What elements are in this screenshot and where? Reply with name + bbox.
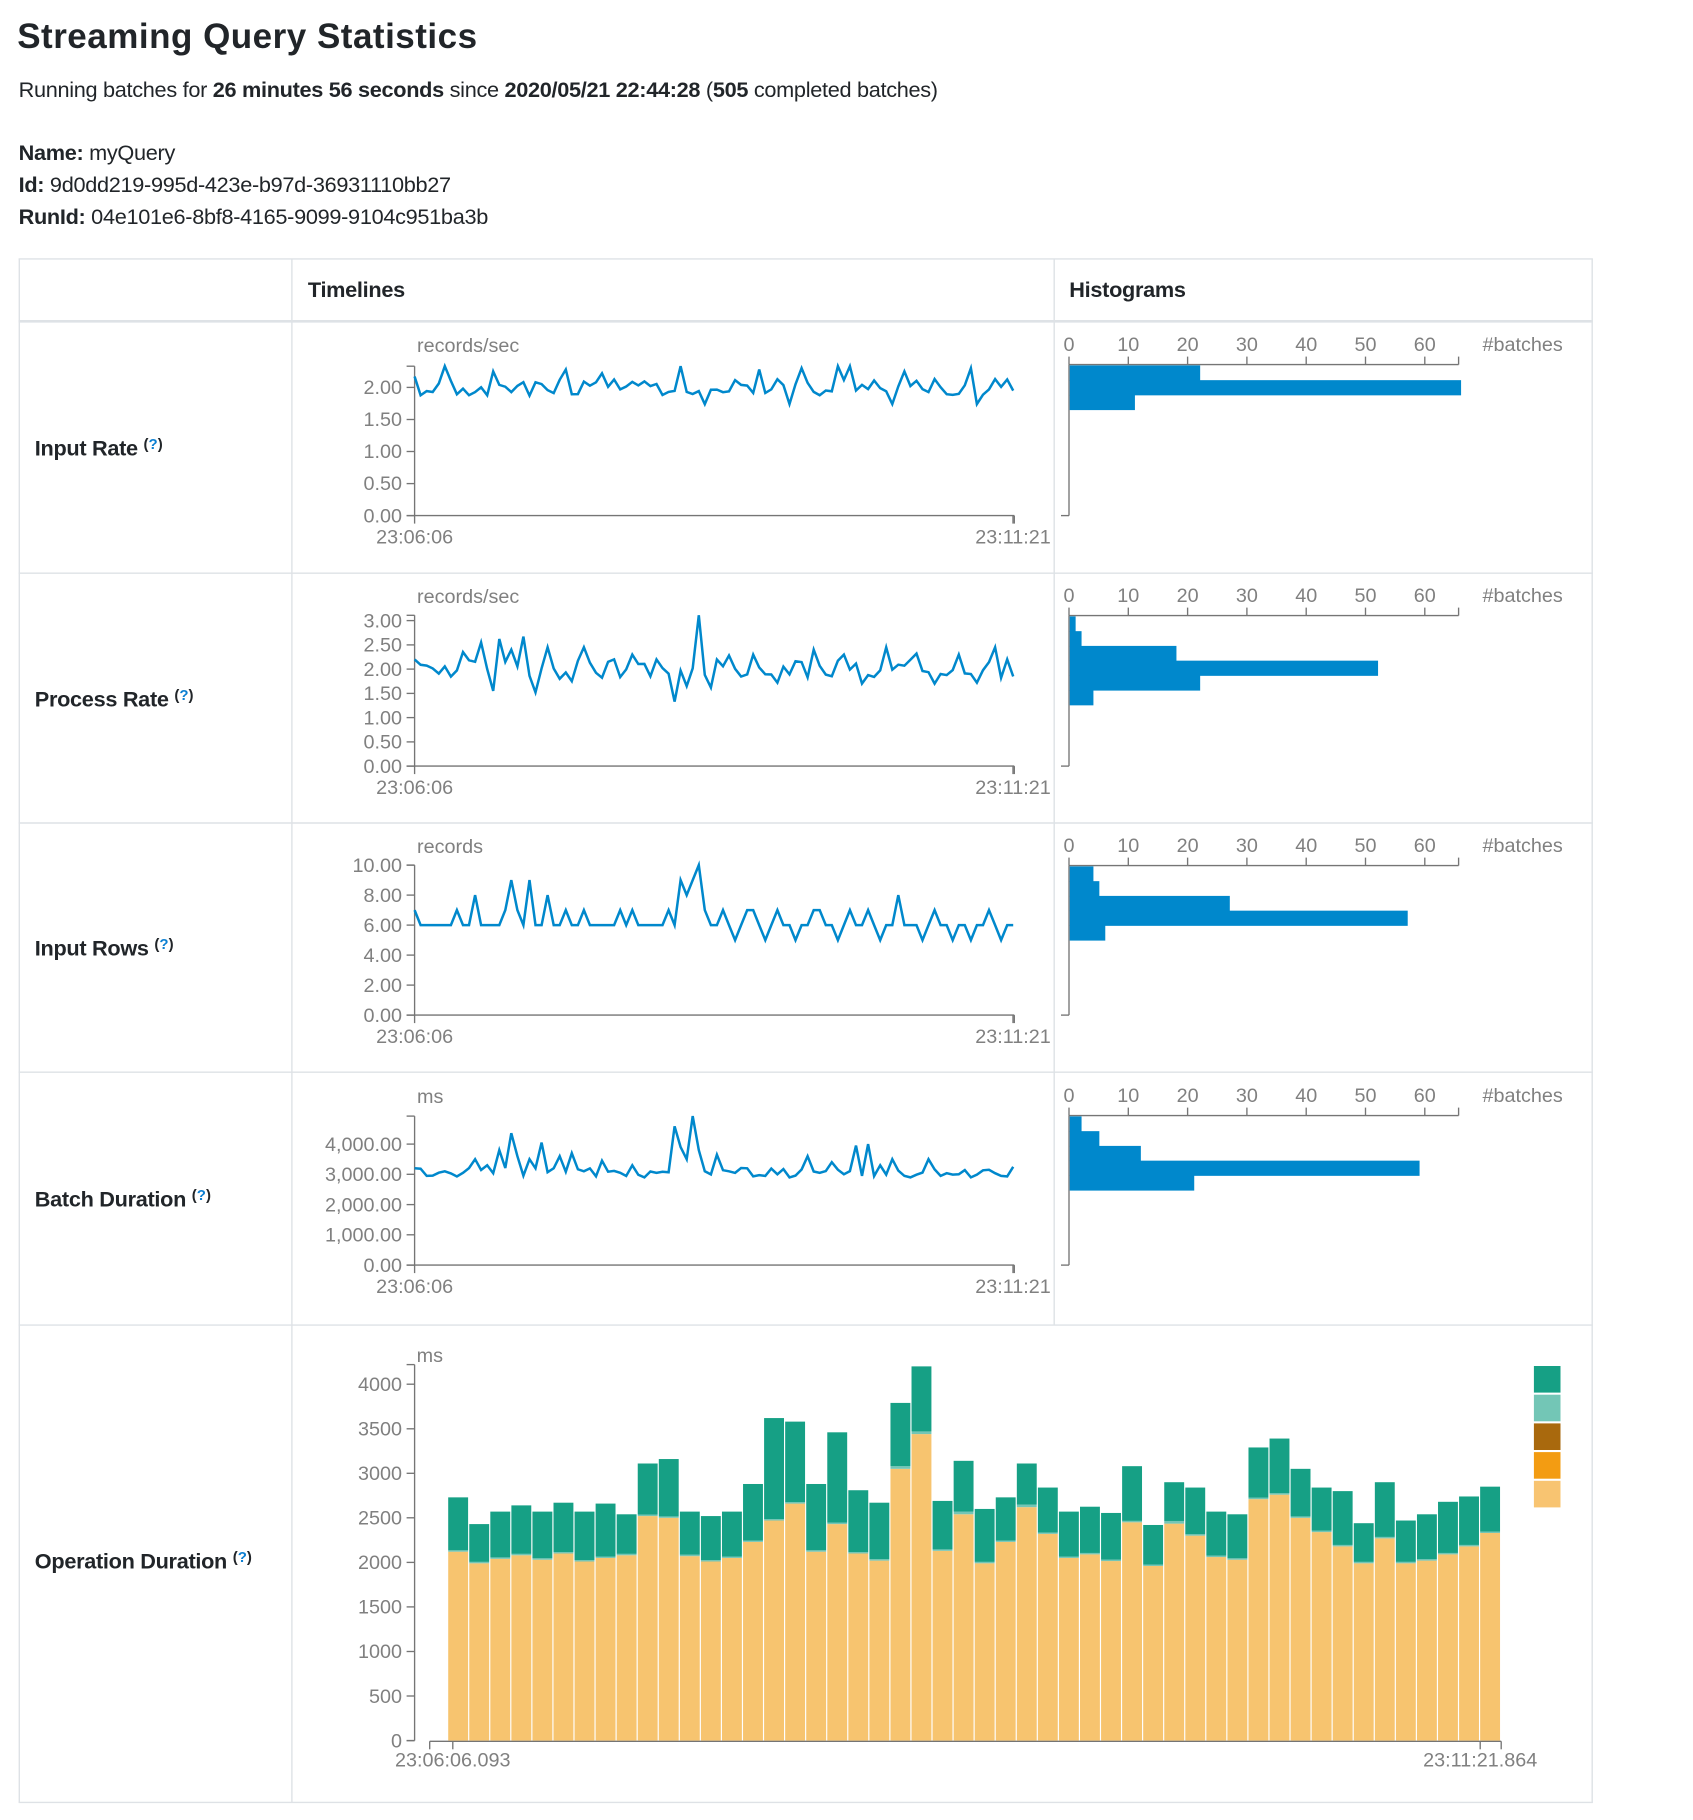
svg-text:1.50: 1.50 — [363, 409, 402, 431]
svg-text:3.00: 3.00 — [363, 610, 402, 632]
svg-text:60: 60 — [1414, 585, 1436, 607]
svg-text:2000: 2000 — [358, 1552, 402, 1574]
svg-text:23:06:06: 23:06:06 — [376, 1276, 453, 1298]
svg-text:#batches: #batches — [1483, 1085, 1563, 1107]
svg-text:3500: 3500 — [358, 1419, 402, 1441]
svg-text:4.00: 4.00 — [363, 945, 402, 967]
svg-text:23:06:06.093: 23:06:06.093 — [395, 1750, 511, 1772]
svg-text:23:06:06: 23:06:06 — [376, 527, 453, 549]
svg-text:2.50: 2.50 — [363, 635, 402, 657]
svg-text:23:06:06: 23:06:06 — [376, 777, 453, 799]
svg-text:4000: 4000 — [358, 1374, 402, 1396]
svg-text:0.00: 0.00 — [363, 1005, 402, 1027]
svg-text:50: 50 — [1354, 1085, 1376, 1107]
svg-text:3,000.00: 3,000.00 — [325, 1164, 402, 1186]
svg-text:60: 60 — [1414, 334, 1436, 356]
svg-text:30: 30 — [1236, 835, 1258, 857]
svg-text:0: 0 — [1063, 1085, 1074, 1107]
svg-text:23:06:06: 23:06:06 — [376, 1026, 453, 1048]
svg-text:50: 50 — [1354, 334, 1376, 356]
svg-text:10.00: 10.00 — [352, 855, 402, 877]
svg-text:records/sec: records/sec — [417, 335, 519, 357]
svg-text:0: 0 — [1063, 835, 1074, 857]
svg-text:0: 0 — [391, 1730, 402, 1752]
svg-text:0.00: 0.00 — [363, 756, 402, 778]
svg-text:#batches: #batches — [1483, 334, 1563, 356]
svg-text:23:11:21: 23:11:21 — [975, 1026, 1051, 1048]
svg-text:1000: 1000 — [358, 1641, 402, 1663]
svg-text:30: 30 — [1236, 1085, 1258, 1107]
svg-text:20: 20 — [1177, 334, 1199, 356]
svg-text:40: 40 — [1295, 835, 1317, 857]
svg-text:1.50: 1.50 — [363, 683, 402, 705]
svg-text:0.00: 0.00 — [363, 505, 402, 527]
svg-text:#batches: #batches — [1483, 585, 1563, 607]
svg-text:ms: ms — [417, 1086, 443, 1108]
svg-text:23:11:21: 23:11:21 — [975, 1276, 1051, 1298]
svg-text:1,000.00: 1,000.00 — [325, 1225, 402, 1247]
svg-text:23:11:21: 23:11:21 — [975, 527, 1051, 549]
svg-text:0.50: 0.50 — [363, 732, 402, 754]
svg-text:1.00: 1.00 — [363, 441, 402, 463]
svg-text:50: 50 — [1354, 835, 1376, 857]
svg-text:0: 0 — [1063, 334, 1074, 356]
svg-text:2.00: 2.00 — [363, 377, 402, 399]
svg-text:records: records — [417, 836, 483, 858]
svg-text:50: 50 — [1354, 585, 1376, 607]
svg-text:1.00: 1.00 — [363, 707, 402, 729]
svg-text:20: 20 — [1177, 585, 1199, 607]
svg-text:10: 10 — [1117, 835, 1139, 857]
svg-text:#batches: #batches — [1483, 835, 1563, 857]
svg-text:10: 10 — [1117, 1085, 1139, 1107]
svg-text:0.50: 0.50 — [363, 473, 402, 495]
svg-text:2,000.00: 2,000.00 — [325, 1194, 402, 1216]
svg-text:6.00: 6.00 — [363, 915, 402, 937]
svg-text:8.00: 8.00 — [363, 885, 402, 907]
svg-text:60: 60 — [1414, 835, 1436, 857]
svg-text:60: 60 — [1414, 1085, 1436, 1107]
svg-text:2.00: 2.00 — [363, 975, 402, 997]
svg-text:23:11:21.864: 23:11:21.864 — [1423, 1750, 1537, 1772]
svg-text:2500: 2500 — [358, 1508, 402, 1530]
svg-text:0.00: 0.00 — [363, 1255, 402, 1277]
svg-text:4,000.00: 4,000.00 — [325, 1134, 402, 1156]
svg-text:0: 0 — [1063, 585, 1074, 607]
svg-text:3000: 3000 — [358, 1463, 402, 1485]
svg-text:40: 40 — [1295, 585, 1317, 607]
svg-text:2.00: 2.00 — [363, 659, 402, 681]
svg-text:20: 20 — [1177, 835, 1199, 857]
svg-text:ms: ms — [417, 1345, 443, 1367]
svg-text:1500: 1500 — [358, 1597, 402, 1619]
svg-text:10: 10 — [1117, 585, 1139, 607]
svg-text:23:11:21: 23:11:21 — [975, 777, 1051, 799]
svg-text:records/sec: records/sec — [417, 586, 519, 608]
svg-text:20: 20 — [1177, 1085, 1199, 1107]
svg-text:500: 500 — [369, 1686, 402, 1708]
svg-text:30: 30 — [1236, 334, 1258, 356]
svg-text:40: 40 — [1295, 334, 1317, 356]
svg-text:30: 30 — [1236, 585, 1258, 607]
svg-text:40: 40 — [1295, 1085, 1317, 1107]
svg-text:10: 10 — [1117, 334, 1139, 356]
